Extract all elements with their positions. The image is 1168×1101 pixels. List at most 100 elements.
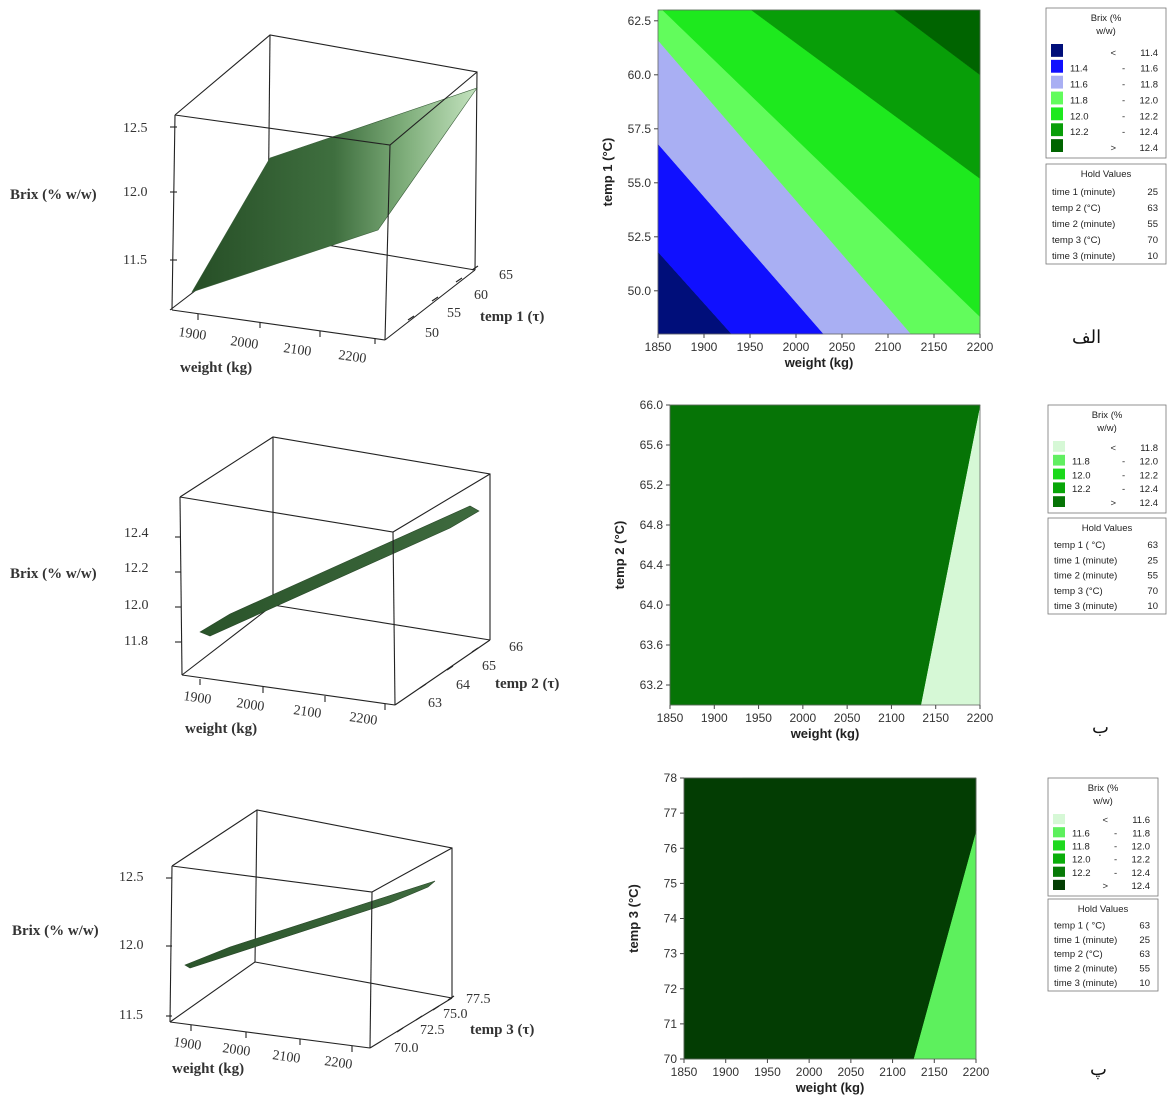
legend-swatch [1053, 441, 1065, 452]
hold-name: temp 1 ( °C) [1054, 920, 1105, 931]
hold-value: 63 [1139, 949, 1150, 960]
x-tick-label: 2100 [282, 341, 312, 360]
x-tick-label: 1950 [754, 1065, 781, 1079]
hold-value: 55 [1139, 964, 1150, 975]
z-tick-label: 12.5 [123, 121, 148, 136]
legend-bound: 12.4 [1140, 143, 1159, 154]
legend-swatch [1053, 468, 1065, 480]
x-tick-label: 2100 [879, 1065, 906, 1079]
y-tick-label: 78 [664, 771, 678, 785]
legend-bound: 12.0 [1072, 470, 1091, 481]
y-tick-label: 75.0 [443, 1007, 468, 1022]
x-tick-label: 1900 [172, 1035, 202, 1054]
hold-name: time 1 (minute) [1054, 935, 1117, 946]
x-axis-label: weight (kg) [784, 355, 854, 370]
legend-bound: 11.8 [1140, 443, 1158, 454]
x-tick-label: 2150 [922, 711, 949, 725]
x-tick-label: 2200 [348, 710, 378, 729]
legend-bound: 12.2 [1072, 484, 1091, 495]
legend-bound: 11.4 [1140, 48, 1158, 59]
y-tick-label: 64.0 [640, 598, 664, 612]
response-surface-b [199, 505, 480, 637]
hold-frame [1047, 898, 1159, 992]
y-tick-label: 65 [499, 268, 513, 283]
legend-swatch [1053, 827, 1065, 838]
hold-values-c: Hold Values temp 1 ( °C) 63 time 1 (minute)… [1047, 898, 1159, 992]
y-axis-label: temp 2 (°C) [612, 521, 627, 590]
legend-bound: 12.2 [1070, 127, 1089, 138]
legend-dash: - [1122, 111, 1125, 122]
x-tick-label: 1900 [691, 340, 718, 354]
legend-bound: > [1102, 881, 1108, 892]
legend-swatch [1051, 123, 1063, 137]
x-axis-label: weight (kg) [790, 726, 860, 741]
legend-dash: - [1122, 80, 1125, 91]
z-tick-label: 12.4 [124, 526, 149, 541]
hold-value: 25 [1147, 555, 1158, 566]
y-tick-label: 73 [664, 947, 678, 961]
legend-swatch [1053, 866, 1065, 877]
hold-name: time 2 (minute) [1054, 571, 1117, 582]
hold-title: Hold Values [1078, 904, 1129, 915]
legend-swatch [1053, 814, 1065, 825]
hold-value: 55 [1147, 571, 1158, 582]
x-tick-label: 1850 [657, 711, 684, 725]
legend-dash: - [1114, 842, 1117, 853]
legend-bound: 12.0 [1132, 842, 1151, 853]
legend-swatch [1053, 482, 1065, 494]
legend-bound: 11.6 [1070, 80, 1088, 91]
y-tick-label: 55.0 [628, 176, 652, 190]
z-axis-label: Brix (% w/w) [12, 923, 99, 939]
hold-name: temp 1 ( °C) [1054, 540, 1105, 551]
surface-plot-a: 12.5 12.0 11.5 Brix (% w/w) 1900 2000 21… [10, 34, 544, 376]
hold-title: Hold Values [1081, 169, 1132, 180]
y-tick-label: 77 [664, 806, 678, 820]
x-tick-label: 1900 [182, 689, 212, 708]
legend-bound: 11.6 [1140, 64, 1158, 75]
z-axis-label: Brix (% w/w) [10, 187, 97, 203]
x-tick-label: 1900 [177, 325, 207, 344]
hold-name: temp 3 (°C) [1052, 235, 1101, 246]
legend-bound: 12.2 [1072, 868, 1091, 879]
y-tick-label: 60.0 [628, 68, 652, 82]
y-tick-label: 50.0 [628, 284, 652, 298]
x-tick-label: 2200 [323, 1054, 353, 1073]
y-tick-label: 72.5 [420, 1023, 445, 1038]
x-tick-label: 2050 [838, 1065, 865, 1079]
legend-swatch [1053, 879, 1065, 890]
x-tick-label: 1900 [712, 1065, 739, 1079]
x-tick-label: 2150 [921, 340, 948, 354]
legend-title: Brix (% [1091, 13, 1122, 24]
y-axis-label: temp 3 (°C) [626, 884, 641, 953]
y-tick-label: 60 [474, 288, 488, 303]
legend-swatch [1051, 91, 1063, 105]
x-tick-label: 1900 [701, 711, 728, 725]
legend-swatch [1053, 853, 1065, 864]
legend-dash: - [1114, 855, 1117, 866]
x-tick-label: 2150 [921, 1065, 948, 1079]
legend-bound: 12.0 [1140, 95, 1159, 106]
x-tick-label: 2000 [790, 711, 817, 725]
legend-swatch [1053, 840, 1065, 851]
legend-bound: > [1110, 498, 1116, 509]
surface-plot-b: 12.4 12.2 12.0 11.8 Brix (% w/w) 1900 20… [10, 436, 559, 737]
hold-name: time 3 (minute) [1054, 601, 1117, 612]
legend-bound: 11.4 [1070, 64, 1088, 75]
hold-value: 25 [1147, 187, 1158, 198]
y-tick-label: 64 [456, 678, 470, 693]
hold-value: 63 [1147, 203, 1158, 214]
legend-dash: - [1122, 457, 1125, 468]
y-tick-label: 76 [664, 841, 678, 855]
legend-swatch [1051, 139, 1063, 152]
plot-frame [657, 9, 981, 335]
legend-frame [1047, 404, 1167, 514]
hold-name: time 3 (minute) [1054, 978, 1117, 989]
x-tick-label: 2000 [796, 1065, 823, 1079]
contour-plot-a: 1850 1900 1950 2000 2050 2100 2150 2200 weight (… [600, 9, 994, 370]
legend-bound: > [1110, 143, 1116, 154]
legend-b: Brix (% w/w) < 11.8 11.8 - 12.0 12.0 - 12.2 12.2 - 1… [1047, 404, 1167, 514]
hold-name: time 1 (minute) [1052, 187, 1115, 198]
y-tick-label: 64.4 [640, 558, 664, 572]
legend-c: Brix (% w/w) < 11.6 11.6 - 11.8 11.8 - 12.0 12.0 - 1… [1047, 777, 1159, 897]
